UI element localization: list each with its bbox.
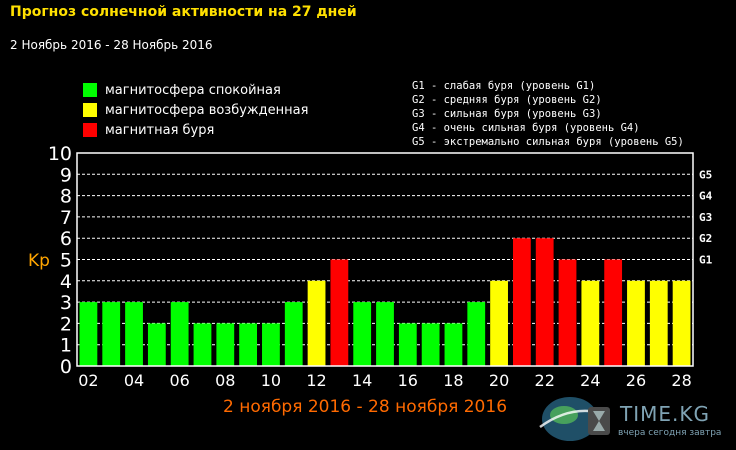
x-tick-label: 28 [671,371,691,390]
x-tick-label: 10 [261,371,281,390]
legend-item-active: магнитосфера возбужденная [83,102,308,118]
watermark-brand: TIME.KG [620,402,710,426]
legend-swatch-active [83,103,97,117]
bar-22 [535,238,554,366]
x-tick-label: 20 [489,371,509,390]
x-tick-label: 24 [580,371,600,390]
right-axis-label: G2 [699,232,712,245]
bar-27 [649,280,668,366]
y-tick-label: 2 [60,313,72,335]
legend-item-calm: магнитосфера спокойная [83,82,281,98]
watermark-logo [520,395,736,446]
bars [79,238,691,366]
bar-06 [170,302,189,366]
y-tick-label: 3 [60,292,72,314]
storm-level-g4: G4 - очень сильная буря (уровень G4) [412,122,640,134]
x-tick-label: 12 [306,371,326,390]
y-tick-label: 5 [60,250,72,272]
right-axis-label: G3 [699,211,712,224]
watermark-tagline: вчера сегодня завтра [618,428,722,438]
legend-swatch-calm [83,83,97,97]
y-tick-label: 10 [48,143,72,165]
y-axis-label: Kp [28,251,50,271]
y-tick-label: 1 [60,335,72,357]
y-tick-label: 8 [60,186,72,208]
x-tick-label: 04 [124,371,144,390]
axes [76,152,694,367]
x-axis-label: 2 ноября 2016 - 28 ноября 2016 [223,397,507,417]
bar-14 [353,302,372,366]
y-tick-label: 0 [60,356,72,378]
y-tick-label: 6 [60,228,72,250]
legend-swatch-storm [83,123,97,137]
legend-label-calm: магнитосфера спокойная [105,82,281,98]
bar-09 [239,323,258,366]
bar-07 [193,323,212,366]
y-tick-label: 4 [60,271,72,293]
right-axis-label: G1 [699,254,713,267]
bar-21 [512,238,531,366]
storm-level-g1: G1 - слабая буря (уровень G1) [412,80,596,92]
bar-17 [421,323,440,366]
bar-24 [581,280,600,366]
bar-13 [330,259,349,366]
x-tick-label: 26 [626,371,646,390]
bar-15 [376,302,394,366]
right-axis-label: G4 [699,190,713,203]
legend-label-storm: магнитная буря [105,122,215,138]
x-tick-label: 02 [78,371,98,390]
bar-23 [558,259,577,366]
bar-26 [627,280,645,366]
x-tick-label: 22 [535,371,555,390]
bar-25 [604,259,623,366]
globe-logo-icon [539,397,610,441]
bar-16 [398,323,417,366]
bar-08 [216,323,235,366]
storm-level-g5: G5 - экстремально сильная буря (уровень … [412,136,684,148]
x-tick-label: 18 [443,371,463,390]
x-tick-label: 08 [215,371,235,390]
bar-18 [444,323,463,366]
bar-02 [79,302,98,366]
storm-level-g3: G3 - сильная буря (уровень G3) [412,108,602,120]
bar-04 [125,302,143,366]
bar-10 [262,323,280,366]
x-tick-label: 14 [352,371,372,390]
x-tick-label: 06 [169,371,189,390]
y-tick-label: 9 [60,164,72,186]
y-tick-label: 7 [60,207,72,229]
chart-title: Прогноз солнечной активности на 27 дней [10,4,357,20]
storm-level-g2: G2 - средняя буря (уровень G2) [412,94,602,106]
bar-19 [467,302,486,366]
right-axis-label: G5 [699,168,712,181]
bar-12 [307,280,326,366]
bar-05 [147,323,166,366]
bar-11 [284,302,303,366]
storm-levels-key: G1 - слабая буря (уровень G1) G2 - средн… [412,79,684,149]
bar-20 [490,280,508,366]
bar-28 [672,280,691,366]
legend-item-storm: магнитная буря [83,122,214,138]
plot-frame [76,152,694,367]
date-range: 2 Ноябрь 2016 - 28 Ноябрь 2016 [10,38,213,52]
bar-03 [102,302,121,366]
x-tick-label: 16 [398,371,418,390]
legend-label-active: магнитосфера возбужденная [105,102,309,118]
